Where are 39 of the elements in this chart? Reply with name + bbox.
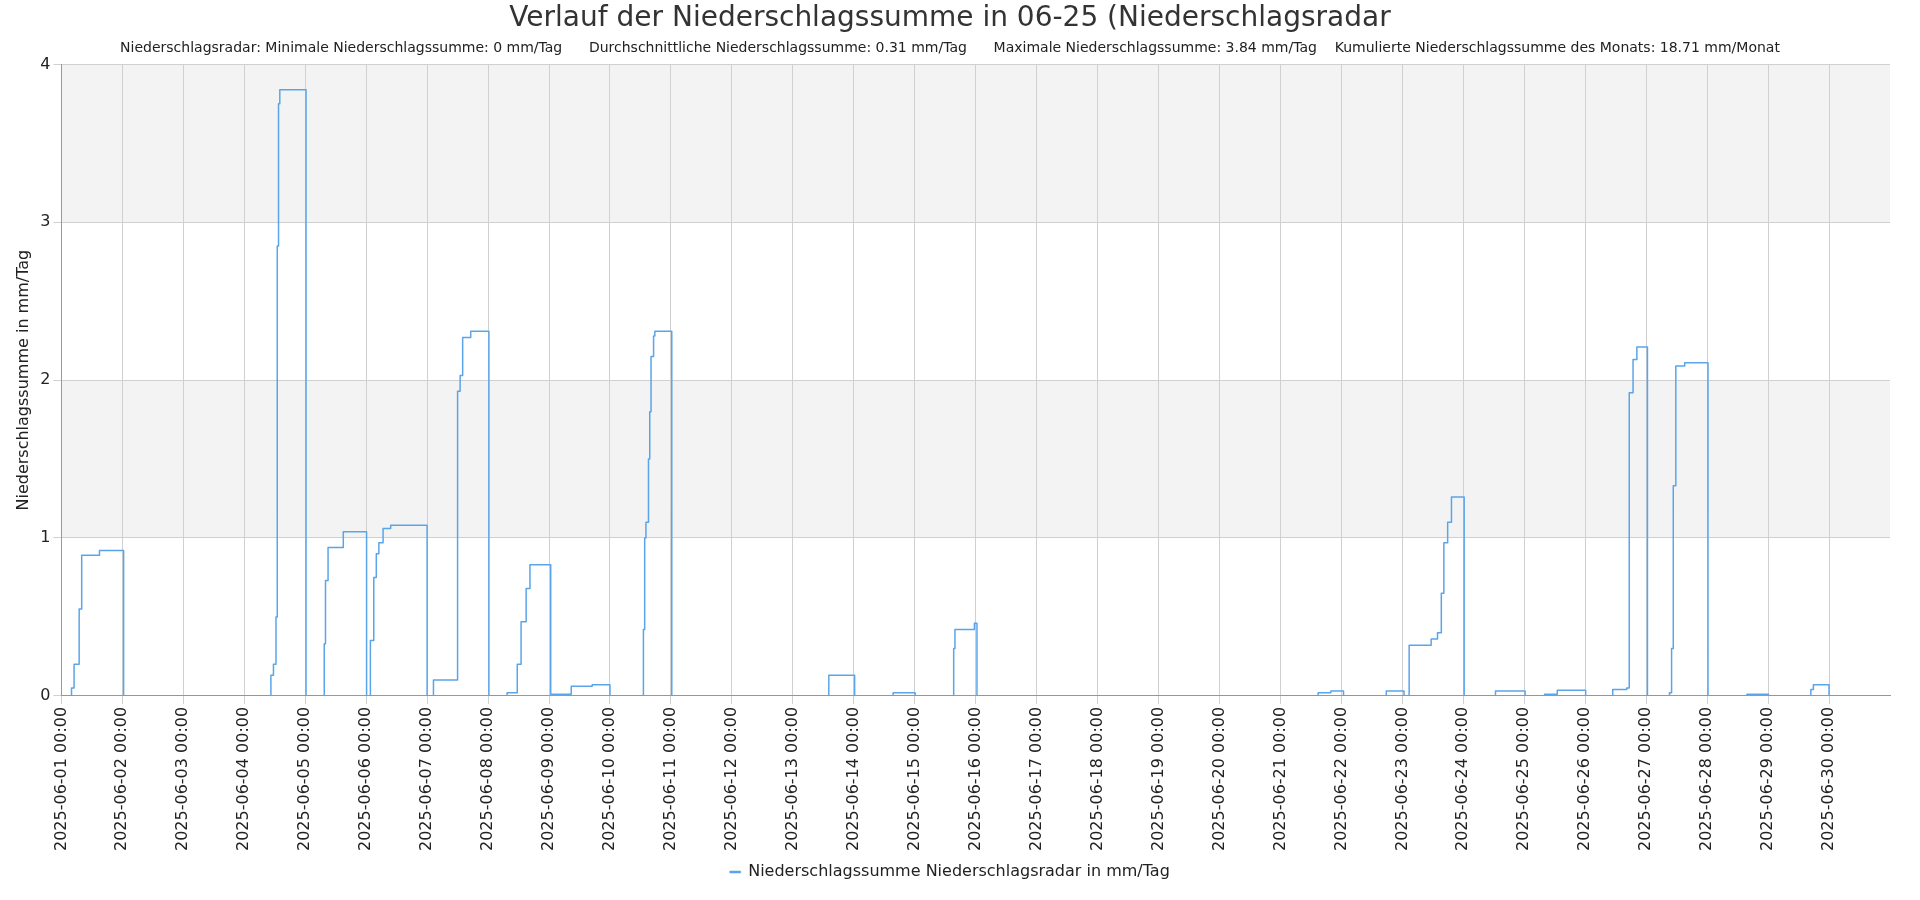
x-tick-label: 2025-06-29 00:00	[1757, 706, 1777, 852]
x-tick-label: 2025-06-05 00:00	[294, 706, 314, 852]
y-tick-label: 2	[40, 369, 51, 389]
y-tick-label: 3	[40, 211, 51, 231]
x-tick-label: 2025-06-20 00:00	[1208, 706, 1228, 852]
x-tick-label: 2025-06-28 00:00	[1696, 706, 1716, 852]
x-tick-label: 2025-06-17 00:00	[1025, 706, 1045, 852]
x-tick-label: 2025-06-23 00:00	[1391, 706, 1411, 852]
x-tick-label: 2025-06-13 00:00	[781, 706, 801, 852]
x-tick-label: 2025-06-18 00:00	[1086, 706, 1106, 852]
x-tick-label: 2025-06-04 00:00	[233, 706, 253, 852]
x-tick-label: 2025-06-21 00:00	[1269, 706, 1289, 852]
x-tick-label: 2025-06-09 00:00	[538, 706, 558, 852]
x-tick-label: 2025-06-15 00:00	[903, 706, 923, 852]
x-tick-label: 2025-06-19 00:00	[1147, 706, 1167, 852]
x-tick-label: 2025-06-02 00:00	[111, 706, 131, 852]
x-tick-label: 2025-06-08 00:00	[477, 706, 497, 852]
x-tick-label: 2025-06-24 00:00	[1452, 706, 1472, 852]
x-tick-label: 2025-06-07 00:00	[416, 706, 436, 852]
y-tick-label: 0	[40, 684, 51, 704]
chart-subtitle: Niederschlagsradar: Minimale Niederschlagssumme: 0 mm/Tag Durchschnittliche Niederschlagssumme: 0.31 mm/Tag Maximale Niederschlagssumme: 3.84 mm/Tag Kumulierte Niederschlagssumme des Monats: 18.71 mm/Monat	[120, 38, 1781, 55]
legend-label: Niederschlagssumme Niederschlagsradar in mm/Tag	[748, 861, 1170, 881]
x-tick-label: 2025-06-03 00:00	[172, 706, 192, 852]
y-axis-title: Niederschlagssumme in mm/Tag	[12, 249, 32, 511]
x-tick-label: 2025-06-30 00:00	[1818, 706, 1838, 852]
y-tick-label: 4	[40, 53, 51, 73]
x-tick-label: 2025-06-25 00:00	[1513, 706, 1533, 852]
x-tick-label: 2025-06-10 00:00	[599, 706, 619, 852]
x-tick-label: 2025-06-27 00:00	[1635, 706, 1655, 852]
x-tick-label: 2025-06-16 00:00	[964, 706, 984, 852]
x-tick-label: 2025-06-11 00:00	[660, 706, 680, 852]
x-tick-label: 2025-06-14 00:00	[842, 706, 862, 852]
y-tick-label: 1	[40, 527, 51, 547]
chart-title: Verlauf der Niederschlagssumme in 06-25 (Niederschlagsradar	[509, 0, 1392, 34]
x-tick-label: 2025-06-12 00:00	[721, 706, 741, 852]
x-tick-label: 2025-06-22 00:00	[1330, 706, 1350, 852]
x-tick-label: 2025-06-06 00:00	[355, 706, 375, 852]
x-tick-label: 2025-06-01 00:00	[50, 706, 70, 852]
x-tick-label: 2025-06-26 00:00	[1574, 706, 1594, 852]
